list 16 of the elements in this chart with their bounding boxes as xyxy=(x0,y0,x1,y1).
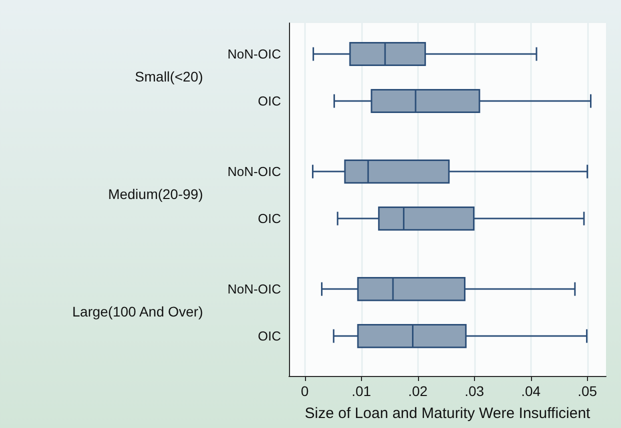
x-tick-label: .03 xyxy=(464,383,484,399)
text: Medium(20-99) xyxy=(108,186,203,202)
y-tick-label: NoN-OIC xyxy=(228,282,281,297)
text: Small(<20) xyxy=(134,68,203,85)
text: Large(100 And Over) xyxy=(72,304,203,320)
y-tick-label: OIC xyxy=(258,211,281,226)
x-axis-title: Size of Loan and Maturity Were Insufficient xyxy=(304,405,592,422)
y-tick-label: NoN-OIC xyxy=(228,164,281,180)
y-tick-label: OIC xyxy=(258,94,281,109)
x-tick-label: .05 xyxy=(578,383,598,399)
x-tick-label: .02 xyxy=(408,383,428,399)
x-tick-label: .01 xyxy=(352,383,372,399)
y-tick-label: OIC xyxy=(258,328,281,344)
y-tick-label: NoN-OIC xyxy=(228,46,281,62)
x-tick-label: .04 xyxy=(521,383,541,399)
x-tick-label: 0 xyxy=(300,383,309,399)
